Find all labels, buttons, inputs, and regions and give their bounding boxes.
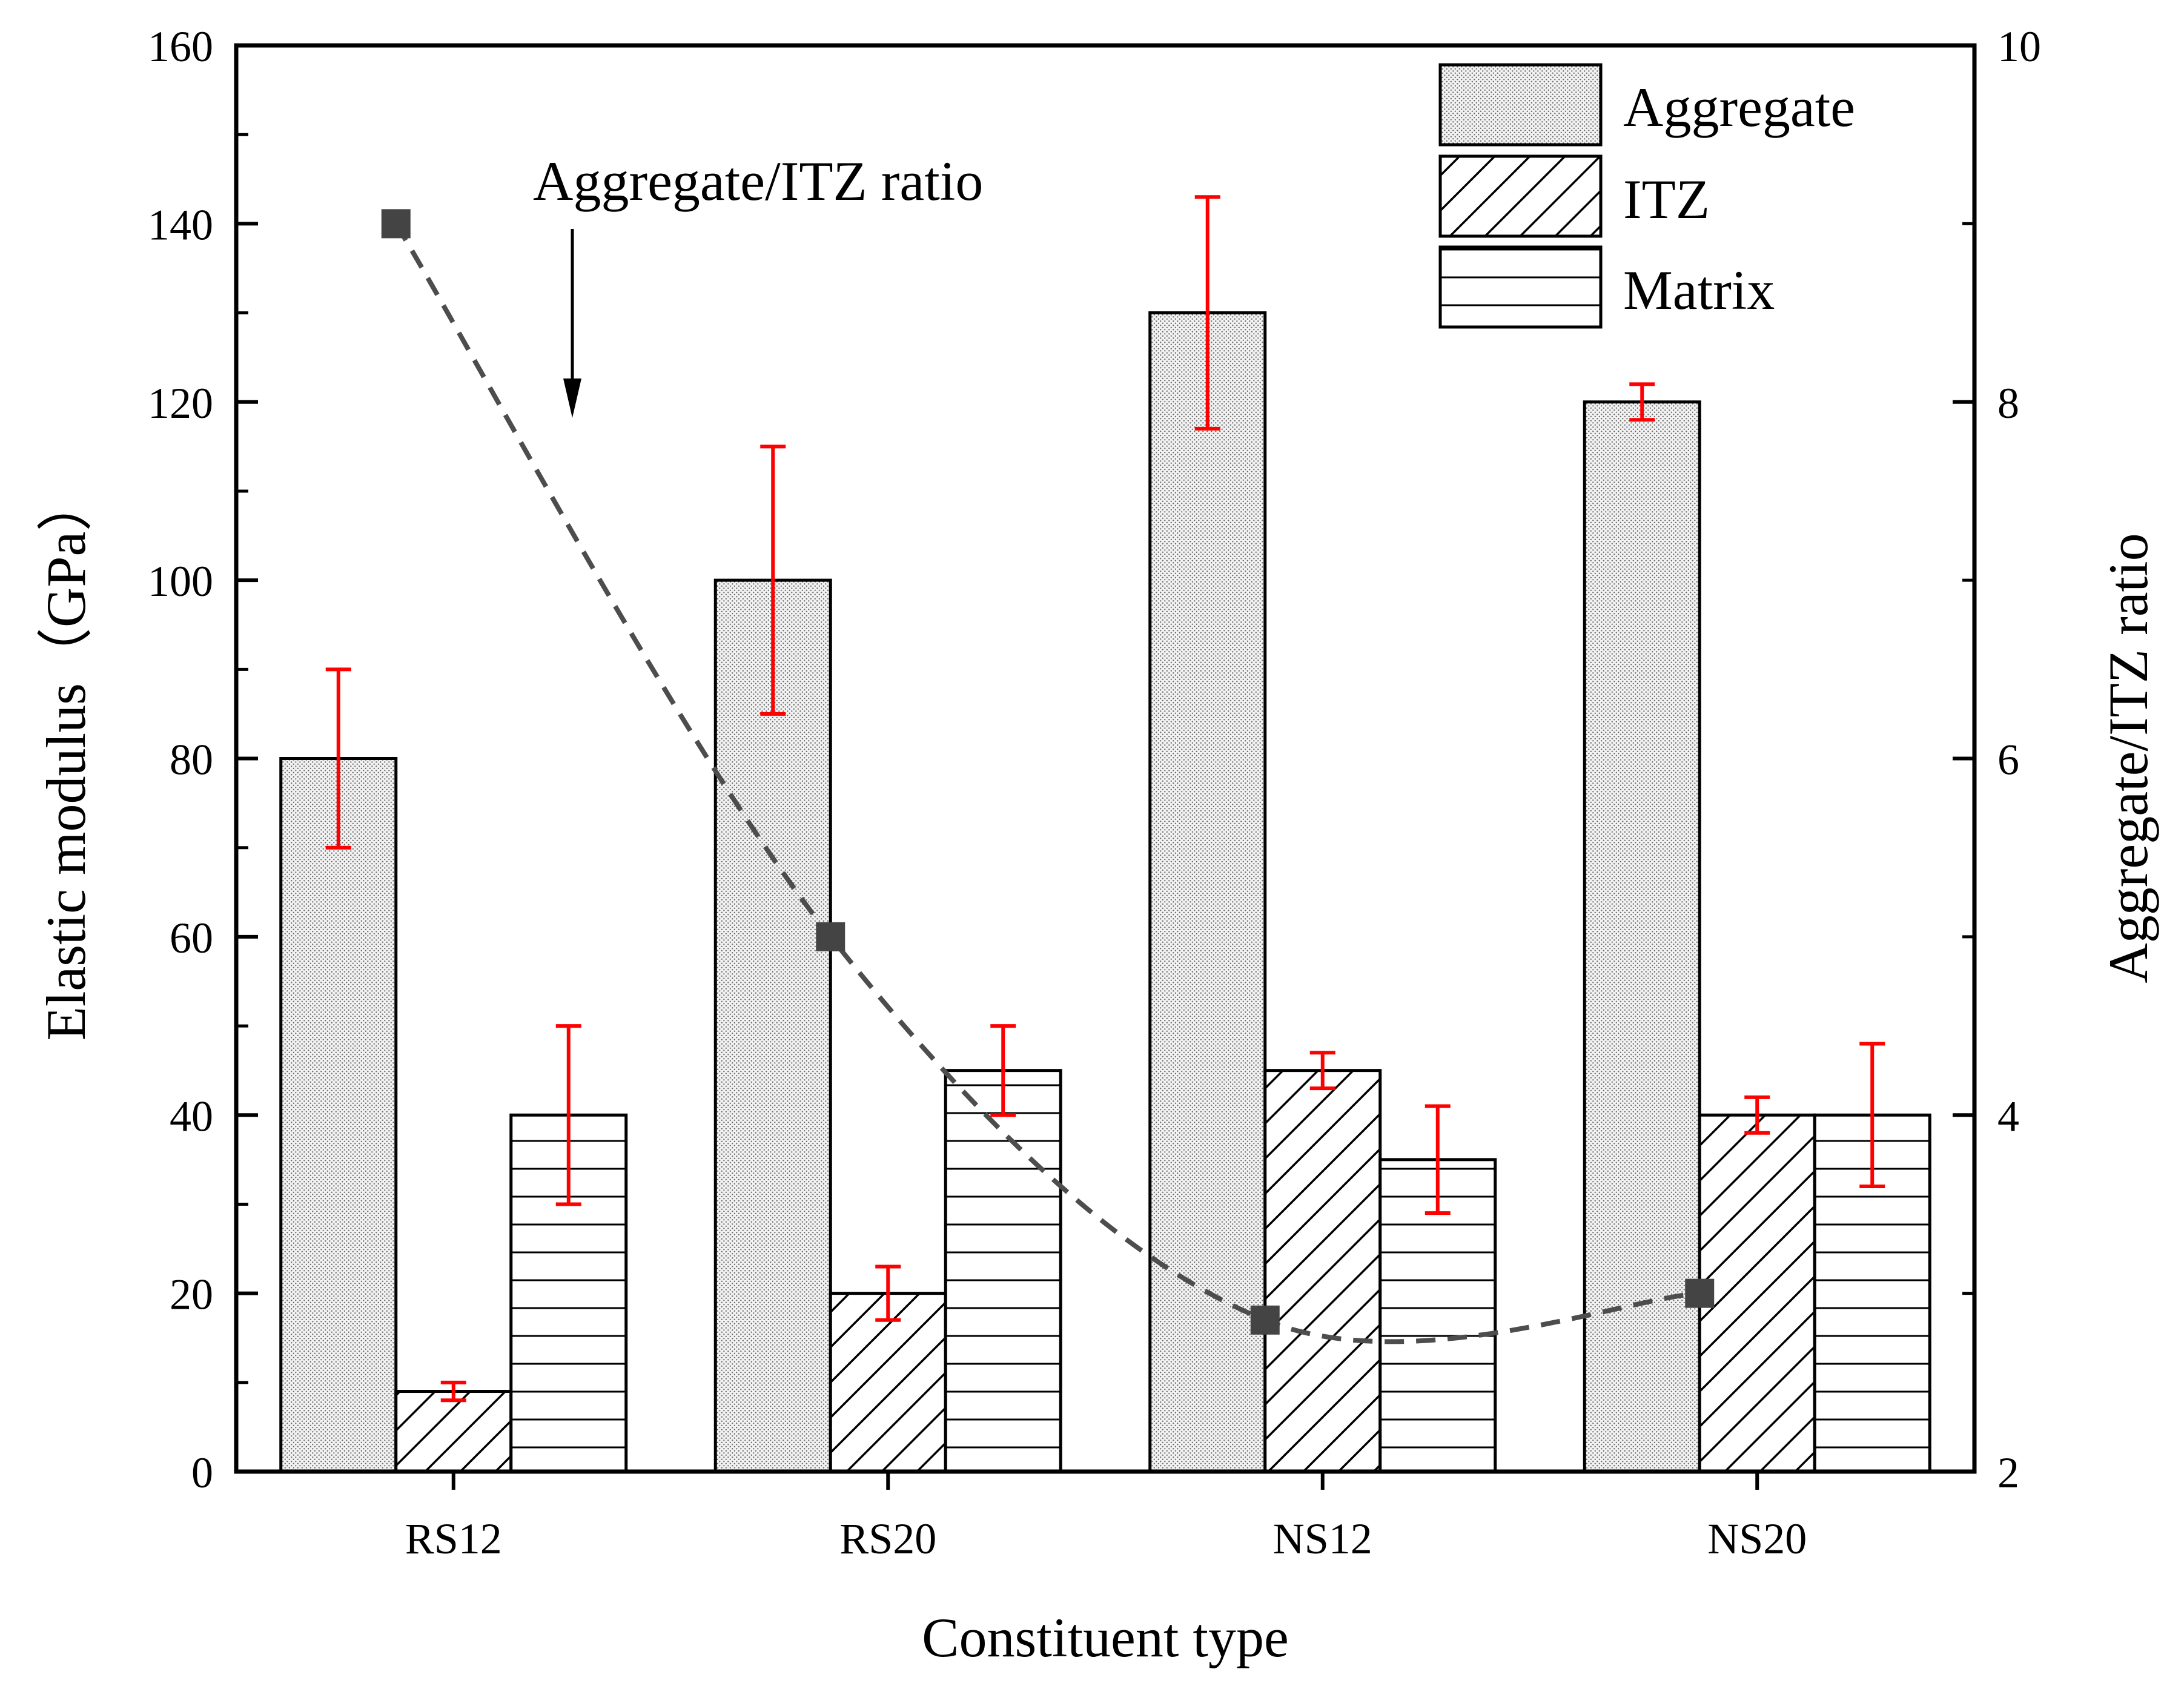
bar-aggregate-rs12: [279, 757, 398, 1473]
legend-label-itz: ITZ: [1623, 168, 1710, 230]
bar-matrix-rs20: [944, 1069, 1062, 1473]
error-bar-itz-ns12: [1309, 1051, 1335, 1091]
bar-itz-ns20: [1698, 1113, 1816, 1473]
error-bar-itz-rs12: [440, 1380, 466, 1403]
ratio-line: [381, 209, 1715, 1344]
ratio-annotation-arrow-head: [563, 378, 581, 418]
error-bar-matrix-rs12: [555, 1024, 581, 1206]
y-tick-label-0: 0: [191, 1449, 213, 1497]
error-bar-aggregate-ns12: [1194, 195, 1220, 431]
axes: RS12 RS20 NS12 NS20 0 20 40 60 80 100 120 140 160 2 4 6…: [148, 22, 2041, 1563]
ratio-line-path: [394, 222, 1700, 1344]
bar-matrix-ns12: [1378, 1158, 1497, 1473]
error-bar-aggregate-rs20: [760, 445, 786, 716]
error-bar-matrix-ns20: [1859, 1042, 1885, 1188]
legend-swatch-itz: [1438, 154, 1603, 238]
bar-itz-rs12: [394, 1390, 513, 1473]
legend-swatch-aggregate: [1438, 63, 1603, 147]
y-tick-label-160: 160: [148, 22, 213, 71]
bar-aggregate-ns12: [1148, 311, 1267, 1473]
y-tick-label-100: 100: [148, 557, 213, 606]
bar-itz-ns12: [1263, 1069, 1382, 1473]
legend: Aggregate ITZ Matrix: [1438, 63, 1855, 329]
ratio-annotation-label: Aggregate/ITZ ratio: [533, 150, 983, 212]
legend-label-aggregate: Aggregate: [1623, 76, 1855, 138]
error-bar-itz-ns20: [1744, 1095, 1770, 1135]
y-tick-label-140: 140: [148, 200, 213, 249]
ratio-point-ns20: [1685, 1278, 1715, 1308]
y2-tick-label-2: 2: [1997, 1449, 2019, 1497]
error-bars: [325, 195, 1885, 1403]
y-tick-label-40: 40: [170, 1092, 213, 1140]
ratio-point-rs20: [816, 922, 845, 951]
y2-axis-title: Aggregate/ITZ ratio: [2097, 533, 2159, 983]
x-tick-label-ns20: NS20: [1707, 1515, 1807, 1563]
x-tick-label-rs12: RS12: [405, 1515, 502, 1563]
y2-tick-label-10: 10: [1997, 22, 2041, 71]
x-axis-title: Constituent type: [922, 1607, 1289, 1668]
ratio-point-ns12: [1250, 1305, 1280, 1335]
y2-tick-label-6: 6: [1997, 736, 2019, 784]
bars: [279, 311, 1931, 1473]
legend-swatch-matrix: [1438, 245, 1603, 329]
error-bar-aggregate-rs12: [325, 667, 351, 850]
ratio-point-rs12: [381, 209, 411, 239]
error-bar-matrix-ns12: [1425, 1104, 1451, 1215]
legend-label-matrix: Matrix: [1623, 259, 1775, 321]
y2-tick-label-8: 8: [1997, 379, 2019, 428]
y2-tick-label-4: 4: [1997, 1092, 2019, 1140]
error-bar-matrix-rs20: [990, 1024, 1016, 1117]
x-tick-label-rs20: RS20: [839, 1515, 936, 1563]
bar-aggregate-ns20: [1583, 400, 1701, 1473]
error-bar-itz-rs20: [875, 1264, 901, 1322]
y-tick-label-60: 60: [170, 914, 213, 962]
y-tick-label-120: 120: [148, 379, 213, 428]
x-tick-label-ns12: NS12: [1273, 1515, 1372, 1563]
y-tick-label-80: 80: [170, 736, 213, 784]
bar-aggregate-rs20: [713, 578, 832, 1473]
error-bar-aggregate-ns20: [1629, 382, 1655, 422]
y-tick-label-20: 20: [170, 1271, 213, 1319]
y-axis-title: Elastic modulus（GPa）: [35, 476, 97, 1041]
